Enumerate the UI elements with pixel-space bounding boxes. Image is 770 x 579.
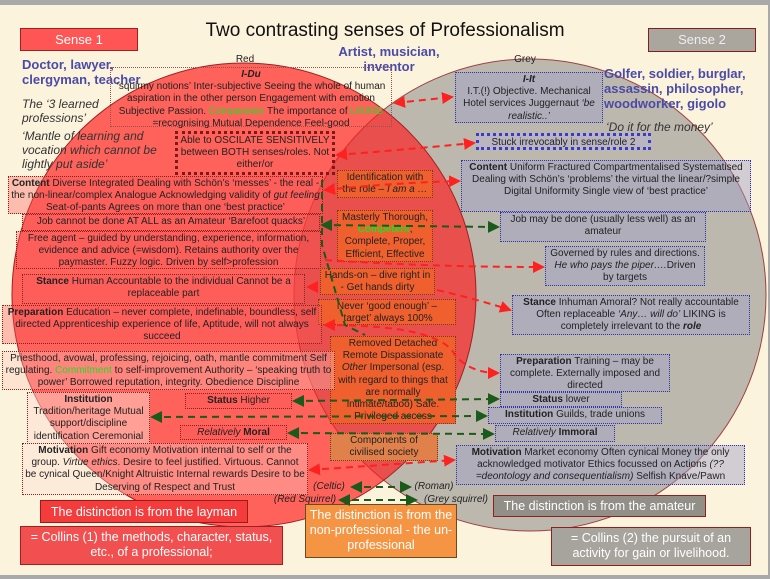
motivation-left-box: Motivation Gift economy Motivation inter… — [22, 443, 308, 495]
collins-2-label: = Collins (2) the pursuit of an activity… — [551, 527, 751, 566]
priesthood-box: Priesthood, avowal, professing, rejoicin… — [2, 351, 335, 390]
preparation-right-box: Preparation Training – may be complete. … — [500, 354, 670, 392]
money-quote: ‘Do it for the money’ — [606, 120, 713, 134]
governed-box: Governed by rules and directions. He who… — [545, 246, 705, 286]
i-it-box: I-It I.T.(!) Objective. Mechanical Hotel … — [455, 72, 603, 123]
never-box: Never ‘good enough’ – ‘target’ always 10… — [318, 299, 456, 325]
content-right-box: Content Uniform Fractured Compartmentali… — [461, 160, 751, 212]
i-du-box: I-Du ‘squirmy notions’ Inter-subjective … — [110, 67, 392, 129]
amateur-label: The distinction is from the amateur — [493, 495, 706, 517]
celtic-label: (Celtic) — [313, 481, 345, 492]
free-agent-box: Free agent – guided by understanding, ex… — [16, 231, 321, 269]
red-label: Red — [235, 54, 255, 65]
status-higher-box: Status Higher — [185, 393, 292, 409]
non-professional-label: The distinction is from the non-professi… — [305, 504, 457, 558]
stuck-box: Stuck irrevocably in sense/role 2 — [476, 133, 651, 150]
identification-box: Identification with the role – I am a … — [337, 170, 433, 198]
relatively-moral-box: Relatively Moral — [180, 425, 287, 440]
red-squirrel-label: (Red Squirrel) — [273, 494, 337, 505]
stance-left-box: Stance Human Accountable to the individu… — [22, 274, 305, 304]
job-right-box: Job may be done (usually less well) as a… — [500, 212, 706, 242]
removed-box: Removed Detached Remote Dispassionate Ot… — [330, 336, 456, 424]
roman-label: (Roman) — [414, 481, 454, 492]
content-left-box: Content Diverse Integrated Dealing with … — [8, 176, 323, 214]
page-title: Two contrasting senses of Professionalis… — [205, 20, 565, 41]
institution-left-box: Institution Tradition/heritage Mutual sup… — [27, 392, 150, 444]
hands-on-box: Hands-on – dive right in - Get hands dir… — [320, 268, 435, 295]
job-left-box: Job cannot be done AT ALL as an Amateur … — [22, 214, 320, 231]
mastery-box: Masterly Thorough, Competent, Complete, … — [337, 210, 433, 262]
middle-professions: Artist, musician, inventor — [338, 44, 440, 74]
grey-squirrel-label: (Grey squirrel) — [424, 494, 488, 505]
components-box: Components of civilised society — [330, 433, 438, 461]
slide: Two contrasting senses of Professionalis… — [0, 5, 768, 575]
grey-label: Grey — [514, 54, 536, 65]
preparation-left-box: Preparation Education – never complete, … — [2, 305, 322, 344]
learned-professions: The ‘3 learned professions’ — [22, 97, 99, 125]
institution-right-box: Institution Guilds, trade unions — [488, 407, 662, 424]
right-professions: Golfer, soldier, burglar, assassin, phil… — [604, 66, 746, 111]
stance-right-box: Stance Inhuman Amoral? Not really accoun… — [512, 295, 750, 335]
motivation-right-box: Motivation Market economy Often cynical … — [456, 445, 745, 485]
sense-1-label: Sense 1 — [20, 28, 138, 51]
status-lower-box: Status lower — [500, 392, 622, 407]
layman-label: The distinction is from the layman — [40, 500, 248, 523]
collins-1-label: = Collins (1) the methods, character, st… — [20, 526, 283, 565]
relatively-immoral-box: Relatively Immoral — [495, 425, 615, 442]
mantle-quote: ‘Mantle of learning and vocation which c… — [22, 129, 157, 171]
oscilate-box: Able to OSCILATE SENSITIVELY between BOT… — [175, 131, 335, 175]
sense-2-label: Sense 2 — [648, 28, 756, 52]
